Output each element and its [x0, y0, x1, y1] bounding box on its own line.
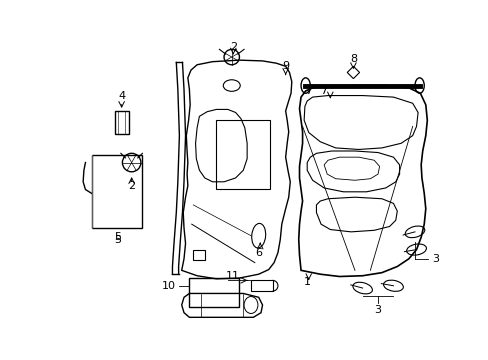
Text: 8: 8: [349, 54, 356, 64]
Text: 1: 1: [303, 277, 310, 287]
Text: 5: 5: [114, 232, 121, 242]
Text: 2: 2: [229, 42, 236, 52]
Text: 9: 9: [282, 61, 288, 71]
Text: 6: 6: [255, 248, 262, 258]
Text: 3: 3: [374, 305, 381, 315]
Text: 11: 11: [226, 271, 240, 281]
Text: 3: 3: [431, 254, 438, 264]
Text: 2: 2: [128, 181, 135, 191]
Text: 7: 7: [305, 86, 312, 96]
Text: 7: 7: [320, 86, 327, 96]
Text: 10: 10: [162, 281, 176, 291]
Text: 5: 5: [114, 235, 121, 244]
Text: 4: 4: [118, 91, 125, 100]
